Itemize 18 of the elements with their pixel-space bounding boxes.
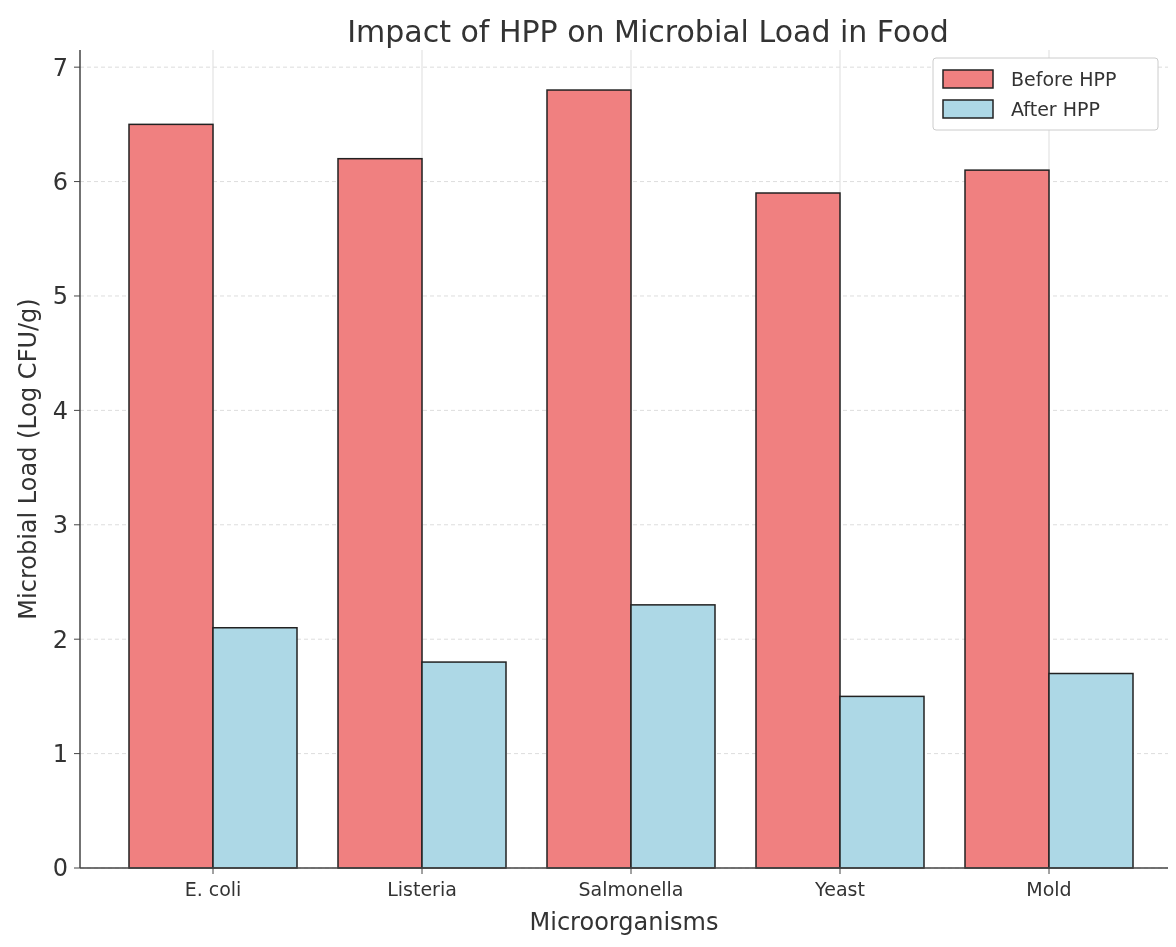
x-tick-label: Yeast — [814, 878, 865, 900]
y-tick-label: 5 — [52, 282, 68, 311]
chart-title: Impact of HPP on Microbial Load in Food — [347, 14, 949, 49]
legend-label: Before HPP — [1011, 67, 1117, 90]
y-axis-title: Microbial Load (Log CFU/g) — [14, 298, 42, 620]
x-axis-title: Microorganisms — [529, 908, 719, 936]
y-tick-label: 7 — [52, 53, 68, 82]
y-tick-label: 4 — [52, 396, 68, 425]
y-tick-label: 3 — [52, 511, 68, 540]
legend-label: After HPP — [1011, 97, 1100, 120]
x-tick-label: E. coli — [184, 878, 242, 900]
y-tick-label: 0 — [52, 854, 68, 883]
y-tick-label: 2 — [52, 625, 68, 654]
y-tick-label: 1 — [52, 739, 68, 768]
x-tick-label: Salmonella — [578, 878, 684, 900]
y-tick-label: 6 — [52, 167, 68, 196]
x-tick-label: Mold — [1026, 878, 1072, 900]
x-tick-label: Listeria — [387, 878, 457, 900]
